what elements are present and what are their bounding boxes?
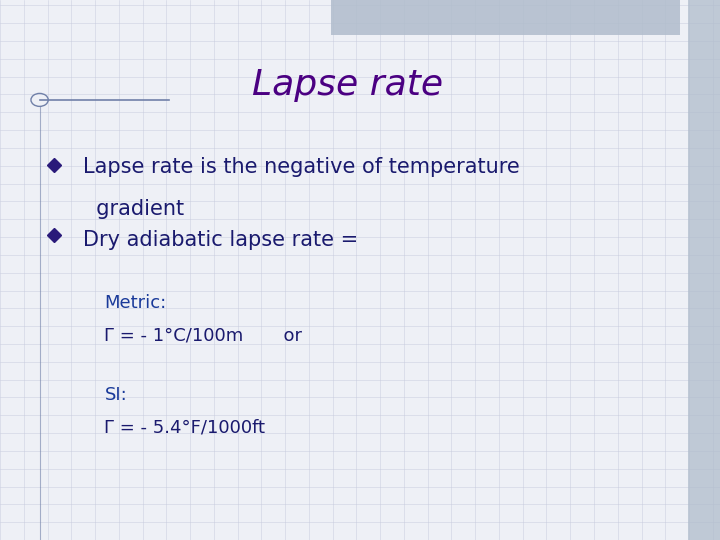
Text: Lapse rate: Lapse rate xyxy=(252,68,443,102)
FancyBboxPatch shape xyxy=(688,0,720,540)
FancyBboxPatch shape xyxy=(331,0,680,35)
Text: Γ = - 5.4°F/1000ft: Γ = - 5.4°F/1000ft xyxy=(104,418,266,436)
Text: Metric:: Metric: xyxy=(104,294,166,312)
Text: Dry adiabatic lapse rate =: Dry adiabatic lapse rate = xyxy=(83,230,358,249)
Text: SI:: SI: xyxy=(104,386,127,404)
Text: Γ = - 1°C/100m       or: Γ = - 1°C/100m or xyxy=(104,327,302,345)
Text: Lapse rate is the negative of temperature: Lapse rate is the negative of temperatur… xyxy=(83,157,520,177)
Text: gradient: gradient xyxy=(83,199,184,219)
